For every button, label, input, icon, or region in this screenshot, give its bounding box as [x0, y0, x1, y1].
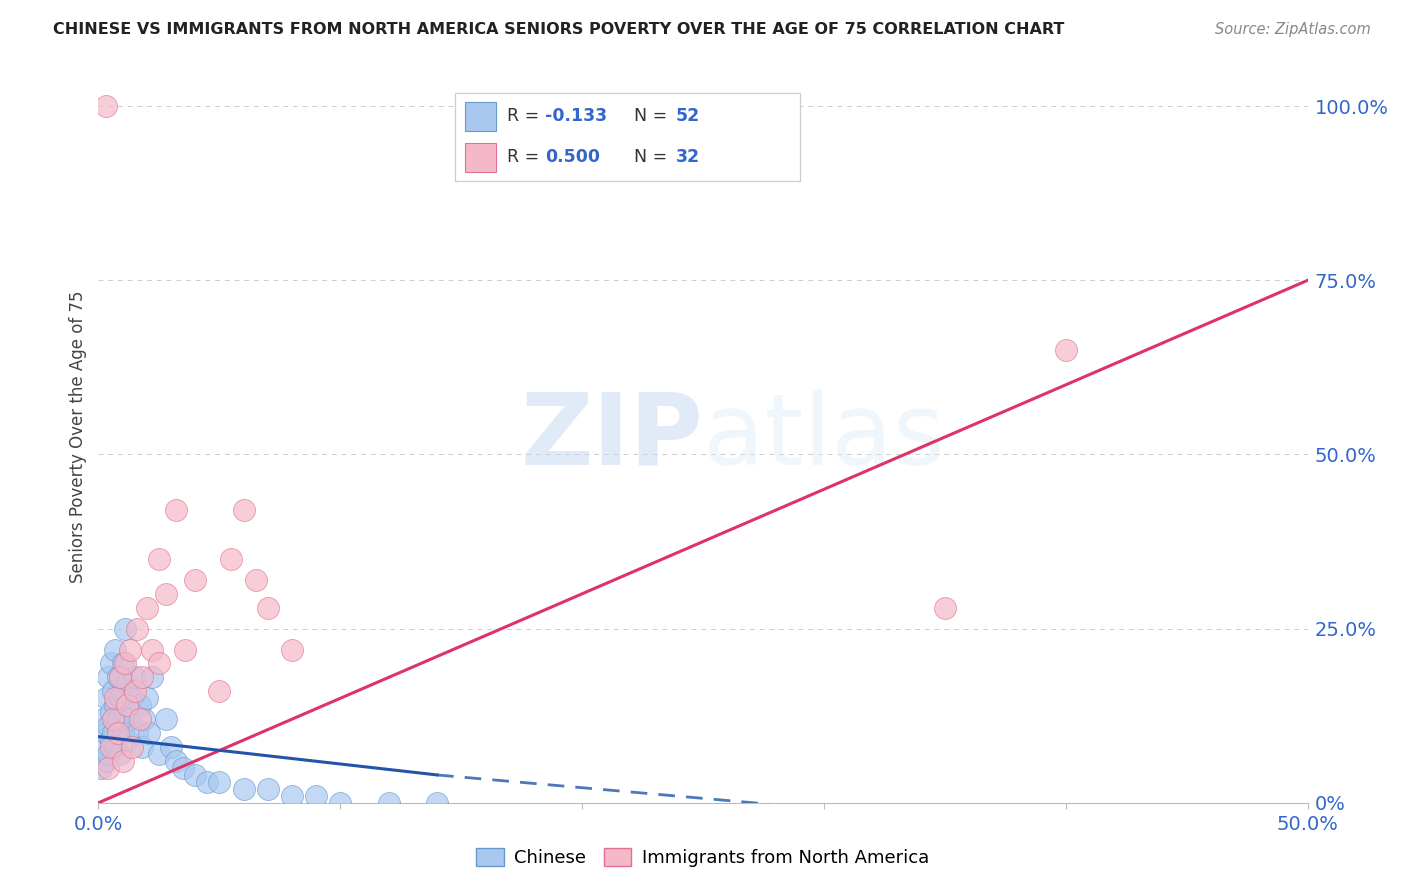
Point — [94, 99, 117, 113]
Point — [141, 670, 163, 684]
Point — [329, 796, 352, 810]
Point — [104, 691, 127, 706]
Point — [172, 761, 194, 775]
Point — [232, 781, 254, 796]
Point — [128, 712, 150, 726]
Point — [934, 600, 956, 615]
Text: atlas: atlas — [703, 389, 945, 485]
Point — [155, 587, 177, 601]
Point — [91, 712, 114, 726]
Point — [111, 754, 134, 768]
Point — [94, 726, 117, 740]
Point — [97, 719, 120, 733]
Point — [117, 733, 139, 747]
Point — [124, 670, 146, 684]
Point — [134, 712, 156, 726]
Point — [104, 740, 127, 755]
Point — [107, 726, 129, 740]
Point — [94, 754, 117, 768]
Point — [104, 698, 127, 713]
Point — [100, 657, 122, 671]
Point — [97, 761, 120, 775]
Y-axis label: Seniors Poverty Over the Age of 75: Seniors Poverty Over the Age of 75 — [69, 291, 87, 583]
Point — [135, 691, 157, 706]
Text: CHINESE VS IMMIGRANTS FROM NORTH AMERICA SENIORS POVERTY OVER THE AGE OF 75 CORR: CHINESE VS IMMIGRANTS FROM NORTH AMERICA… — [53, 22, 1064, 37]
Point — [232, 503, 254, 517]
Point — [426, 796, 449, 810]
Point — [100, 705, 122, 719]
Point — [114, 705, 136, 719]
Point — [148, 552, 170, 566]
Point — [107, 670, 129, 684]
Point — [128, 698, 150, 713]
Point — [108, 670, 131, 684]
Point — [174, 642, 197, 657]
Point — [104, 642, 127, 657]
Point — [138, 726, 160, 740]
Point — [221, 552, 243, 566]
Point — [208, 684, 231, 698]
Point — [208, 775, 231, 789]
Point — [101, 726, 124, 740]
Point — [131, 670, 153, 684]
Point — [155, 712, 177, 726]
Point — [184, 573, 207, 587]
Point — [148, 747, 170, 761]
Point — [135, 600, 157, 615]
Point — [90, 761, 112, 775]
Point — [256, 600, 278, 615]
Point — [91, 740, 114, 755]
Point — [141, 642, 163, 657]
Point — [100, 740, 122, 755]
Point — [305, 789, 328, 803]
Point — [195, 775, 218, 789]
Point — [127, 622, 149, 636]
Point — [184, 768, 207, 782]
Point — [118, 712, 141, 726]
Point — [97, 747, 120, 761]
Point — [165, 503, 187, 517]
Point — [281, 789, 304, 803]
Point — [114, 622, 136, 636]
Point — [256, 781, 278, 796]
Point — [107, 712, 129, 726]
Point — [121, 691, 143, 706]
Point — [281, 642, 304, 657]
Point — [97, 670, 120, 684]
Point — [124, 684, 146, 698]
Point — [160, 740, 183, 755]
Point — [377, 796, 399, 810]
Point — [117, 677, 139, 691]
Point — [1054, 343, 1077, 357]
Point — [100, 733, 122, 747]
Legend: Chinese, Immigrants from North America: Chinese, Immigrants from North America — [470, 840, 936, 874]
Point — [108, 691, 131, 706]
Point — [131, 740, 153, 755]
Point — [114, 657, 136, 671]
Point — [118, 642, 141, 657]
Point — [94, 691, 117, 706]
Point — [127, 726, 149, 740]
Text: Source: ZipAtlas.com: Source: ZipAtlas.com — [1215, 22, 1371, 37]
Point — [111, 726, 134, 740]
Point — [101, 684, 124, 698]
Point — [117, 698, 139, 713]
Text: ZIP: ZIP — [520, 389, 703, 485]
Point — [101, 712, 124, 726]
Point — [111, 657, 134, 671]
Point — [108, 747, 131, 761]
Point — [245, 573, 267, 587]
Point — [148, 657, 170, 671]
Point — [121, 740, 143, 755]
Point — [165, 754, 187, 768]
